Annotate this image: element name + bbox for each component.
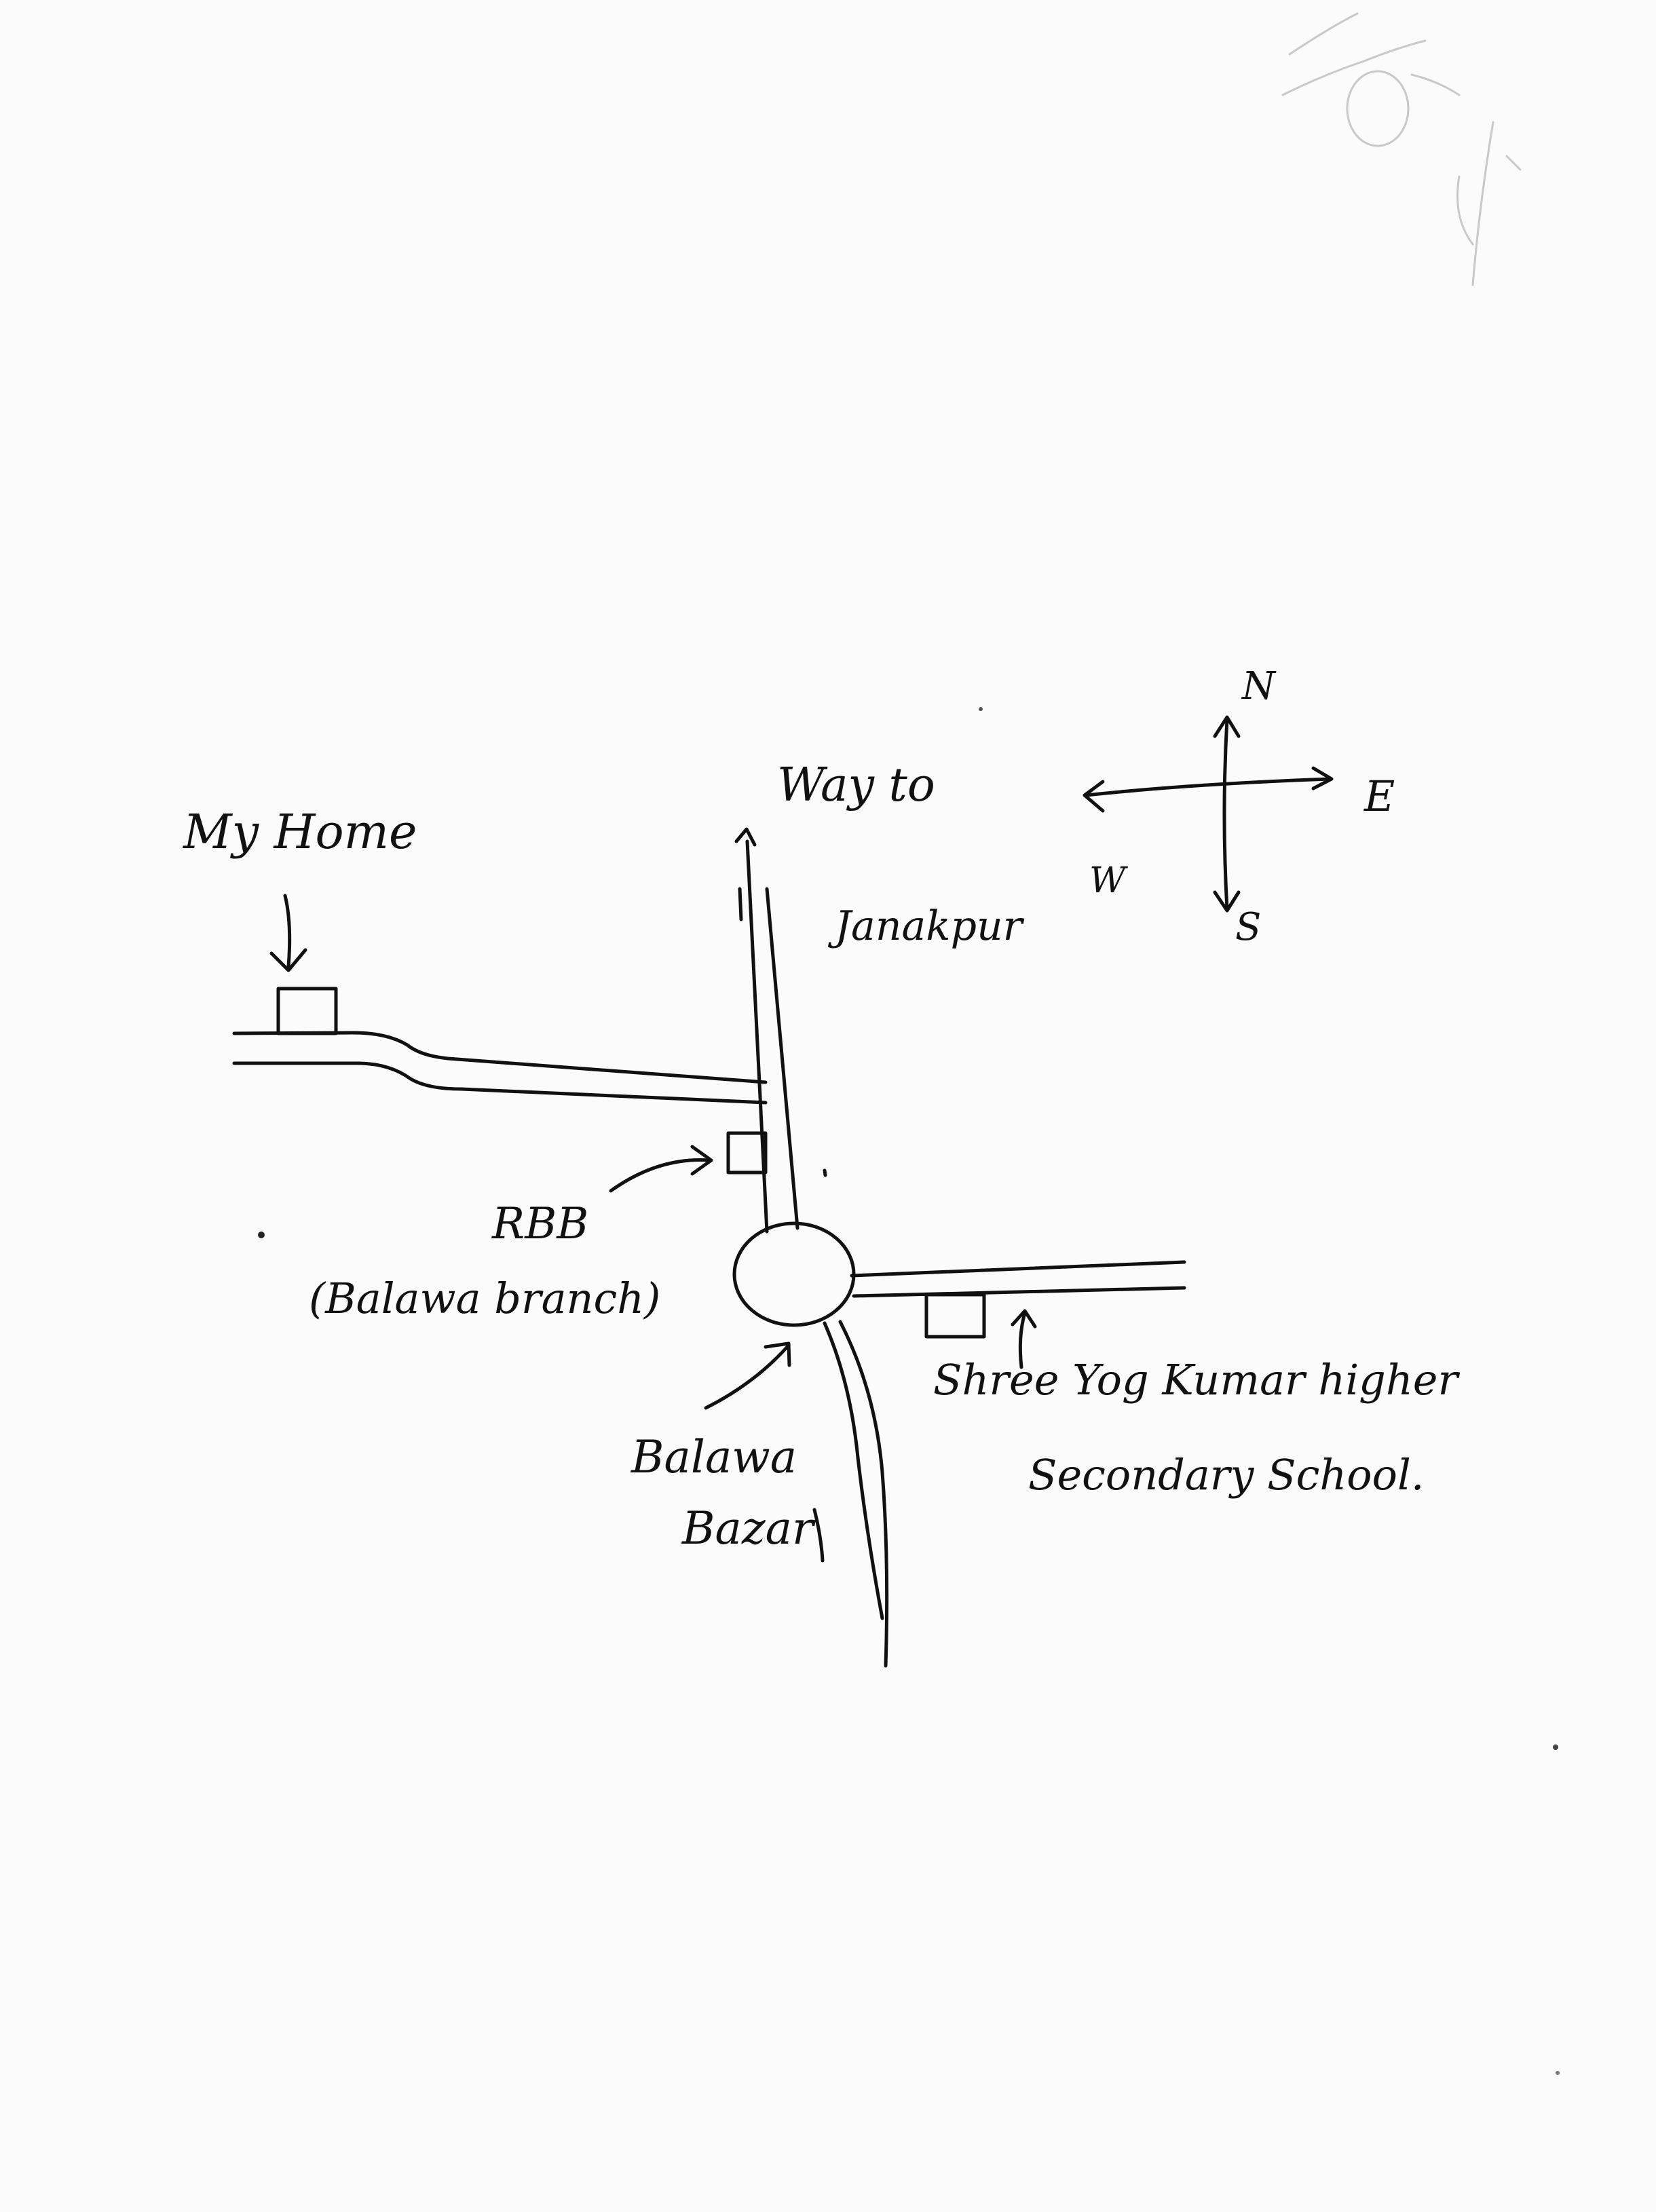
home-label: My Home: [182, 804, 417, 860]
school-pointer-arrow-icon: [1011, 1309, 1037, 1369]
paper-dot: [1553, 1744, 1558, 1750]
bank-label-line2: (Balawa branch): [309, 1274, 660, 1323]
compass-west-label: W: [1089, 860, 1128, 901]
school-label-line2: Secondary School.: [1028, 1450, 1425, 1500]
east-road: [850, 1260, 1186, 1298]
bank-label-line1: RBB: [491, 1199, 588, 1249]
compass-north-label: N: [1241, 664, 1277, 708]
main-road-north: [745, 839, 799, 1234]
bank-pointer-arrow-icon: [609, 1145, 713, 1193]
compass-south-label: S: [1235, 905, 1261, 949]
compass-ns-line: [1222, 717, 1229, 911]
home-road: [232, 1031, 768, 1105]
compass-rose: [1083, 715, 1334, 913]
bank-building-icon: [726, 1131, 768, 1175]
south-arrow-icon: [1213, 890, 1241, 913]
up-arrow-icon: [734, 827, 757, 847]
east-arrow-icon: [1311, 766, 1334, 790]
north-arrow-icon: [1213, 715, 1241, 738]
school-label-line1: Shree Yog Kumar higher: [933, 1355, 1460, 1405]
way-label-line1: Way to: [777, 759, 935, 812]
bazar-pointer-arrow-icon: [704, 1341, 791, 1410]
school-building-icon: [924, 1293, 986, 1339]
west-arrow-icon: [1083, 780, 1105, 813]
road-tick-mark: [738, 887, 743, 921]
south-road: [823, 1320, 889, 1668]
paper-dot: [979, 707, 983, 711]
home-building-icon: [276, 987, 338, 1035]
compass-east-label: E: [1363, 771, 1395, 821]
home-pointer-arrow-icon: [269, 894, 307, 972]
paper-dot: [1556, 2071, 1560, 2075]
paper-dot: [258, 1232, 265, 1238]
way-label-line2: Janakpur: [827, 902, 1025, 950]
bazar-label-line2: Bazar: [681, 1502, 816, 1555]
corner-scribble: 2081 @ ...: [1281, 12, 1522, 286]
bazar-bracket: [812, 1508, 825, 1563]
bazar-label-line1: Balawa: [631, 1431, 797, 1483]
compass-ew-line: [1084, 777, 1332, 797]
